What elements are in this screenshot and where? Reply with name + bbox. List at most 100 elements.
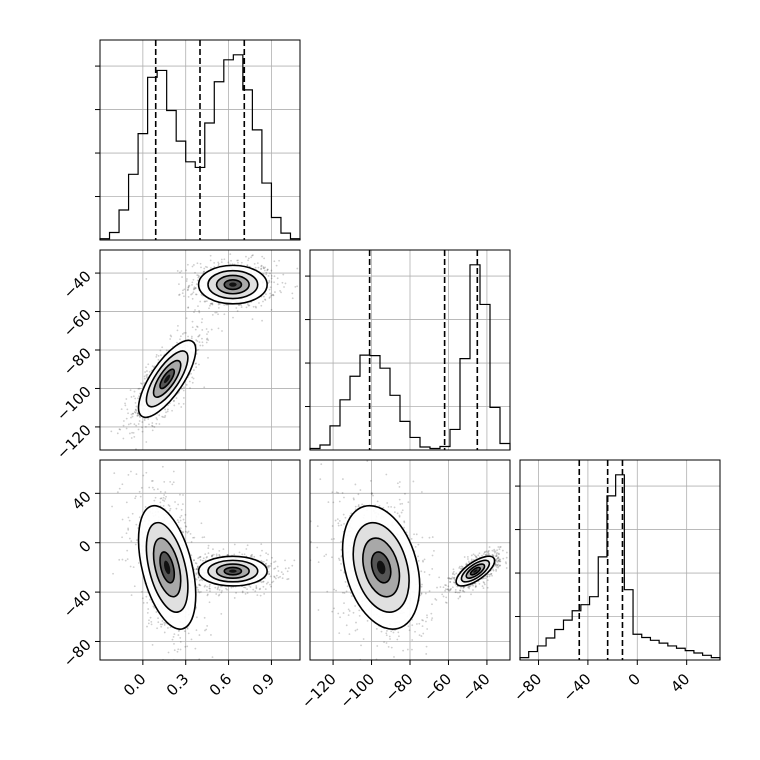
sample-point <box>207 544 210 547</box>
sample-point <box>352 497 355 500</box>
sample-point <box>277 570 280 572</box>
sample-point <box>179 493 181 496</box>
sample-point <box>190 293 192 296</box>
sample-point <box>165 411 167 414</box>
sample-point <box>490 573 493 575</box>
sample-point <box>472 553 475 556</box>
sample-point <box>246 592 249 594</box>
sample-point <box>211 554 214 557</box>
sample-point <box>273 575 276 578</box>
sample-point <box>260 304 263 307</box>
sample-point <box>484 553 487 556</box>
sample-point <box>272 293 274 296</box>
sample-point <box>414 630 416 633</box>
sample-point <box>116 432 119 435</box>
sample-point <box>135 523 138 526</box>
sample-point <box>347 608 350 611</box>
sample-point <box>182 389 185 392</box>
sample-point <box>118 487 121 490</box>
sample-point <box>112 572 114 575</box>
sample-point <box>169 507 172 510</box>
sample-point <box>155 354 158 356</box>
sample-point <box>502 557 505 560</box>
sample-point <box>122 437 125 440</box>
sample-point <box>361 503 364 506</box>
sample-point <box>425 645 428 648</box>
sample-point <box>209 254 212 257</box>
sample-point <box>181 292 184 295</box>
sample-point <box>213 266 216 268</box>
sample-point <box>482 587 485 590</box>
sample-point <box>217 313 219 316</box>
sample-point <box>399 503 402 505</box>
sample-point <box>453 581 455 584</box>
sample-point <box>250 256 253 259</box>
sample-point <box>485 550 488 553</box>
sample-point <box>201 579 204 582</box>
sample-point <box>133 390 136 393</box>
x-tick-label: 0.9 <box>249 670 279 700</box>
sample-point <box>169 338 172 340</box>
sample-point <box>474 585 477 588</box>
sample-point <box>151 424 153 427</box>
sample-point <box>263 257 266 260</box>
sample-point <box>243 586 245 589</box>
sample-point <box>145 471 148 474</box>
sample-point <box>211 313 214 316</box>
sample-point <box>207 547 210 549</box>
sample-point <box>183 630 186 633</box>
sample-point <box>468 587 471 590</box>
sample-point <box>201 536 204 539</box>
sample-point <box>341 478 344 480</box>
sample-point <box>269 583 271 586</box>
sample-point <box>173 633 176 636</box>
sample-point <box>483 581 486 584</box>
sample-point <box>198 363 200 366</box>
sample-point <box>420 592 423 595</box>
sample-point <box>149 598 151 601</box>
sample-point <box>137 562 140 564</box>
sample-point <box>210 302 213 305</box>
sample-point <box>193 568 196 571</box>
sample-point <box>130 396 133 398</box>
sample-point <box>193 536 196 539</box>
sample-point <box>226 554 229 556</box>
sample-point <box>340 524 343 527</box>
sample-point <box>167 627 169 629</box>
sample-point <box>159 623 162 626</box>
contour-line <box>137 504 197 630</box>
sample-point <box>246 264 249 266</box>
sample-point <box>245 255 247 258</box>
sample-point <box>396 512 399 515</box>
sample-point <box>194 362 197 365</box>
sample-point <box>414 545 417 548</box>
sample-point <box>246 303 249 305</box>
sample-point <box>403 521 406 524</box>
sample-point <box>276 283 279 286</box>
sample-point <box>205 300 208 303</box>
sample-point <box>333 537 335 540</box>
sample-point <box>333 588 336 591</box>
sample-point <box>472 584 475 587</box>
histogram-panel-1 <box>305 249 511 451</box>
sample-point <box>426 628 429 630</box>
sample-point <box>201 337 203 340</box>
joint-density <box>111 465 296 660</box>
sample-point <box>474 585 477 588</box>
sample-point <box>460 567 462 570</box>
sample-point <box>468 561 471 564</box>
sample-point <box>403 520 406 523</box>
sample-point <box>178 294 180 296</box>
sample-point <box>444 584 446 586</box>
sample-point <box>211 303 214 306</box>
sample-point <box>156 418 159 421</box>
sample-point <box>247 257 250 260</box>
sample-point <box>463 590 466 593</box>
sample-point <box>235 307 238 309</box>
sample-point <box>354 483 357 486</box>
sample-point <box>173 649 176 652</box>
sample-point <box>135 473 138 476</box>
sample-point <box>196 274 199 276</box>
sample-point <box>147 418 150 420</box>
sample-point <box>254 305 257 308</box>
